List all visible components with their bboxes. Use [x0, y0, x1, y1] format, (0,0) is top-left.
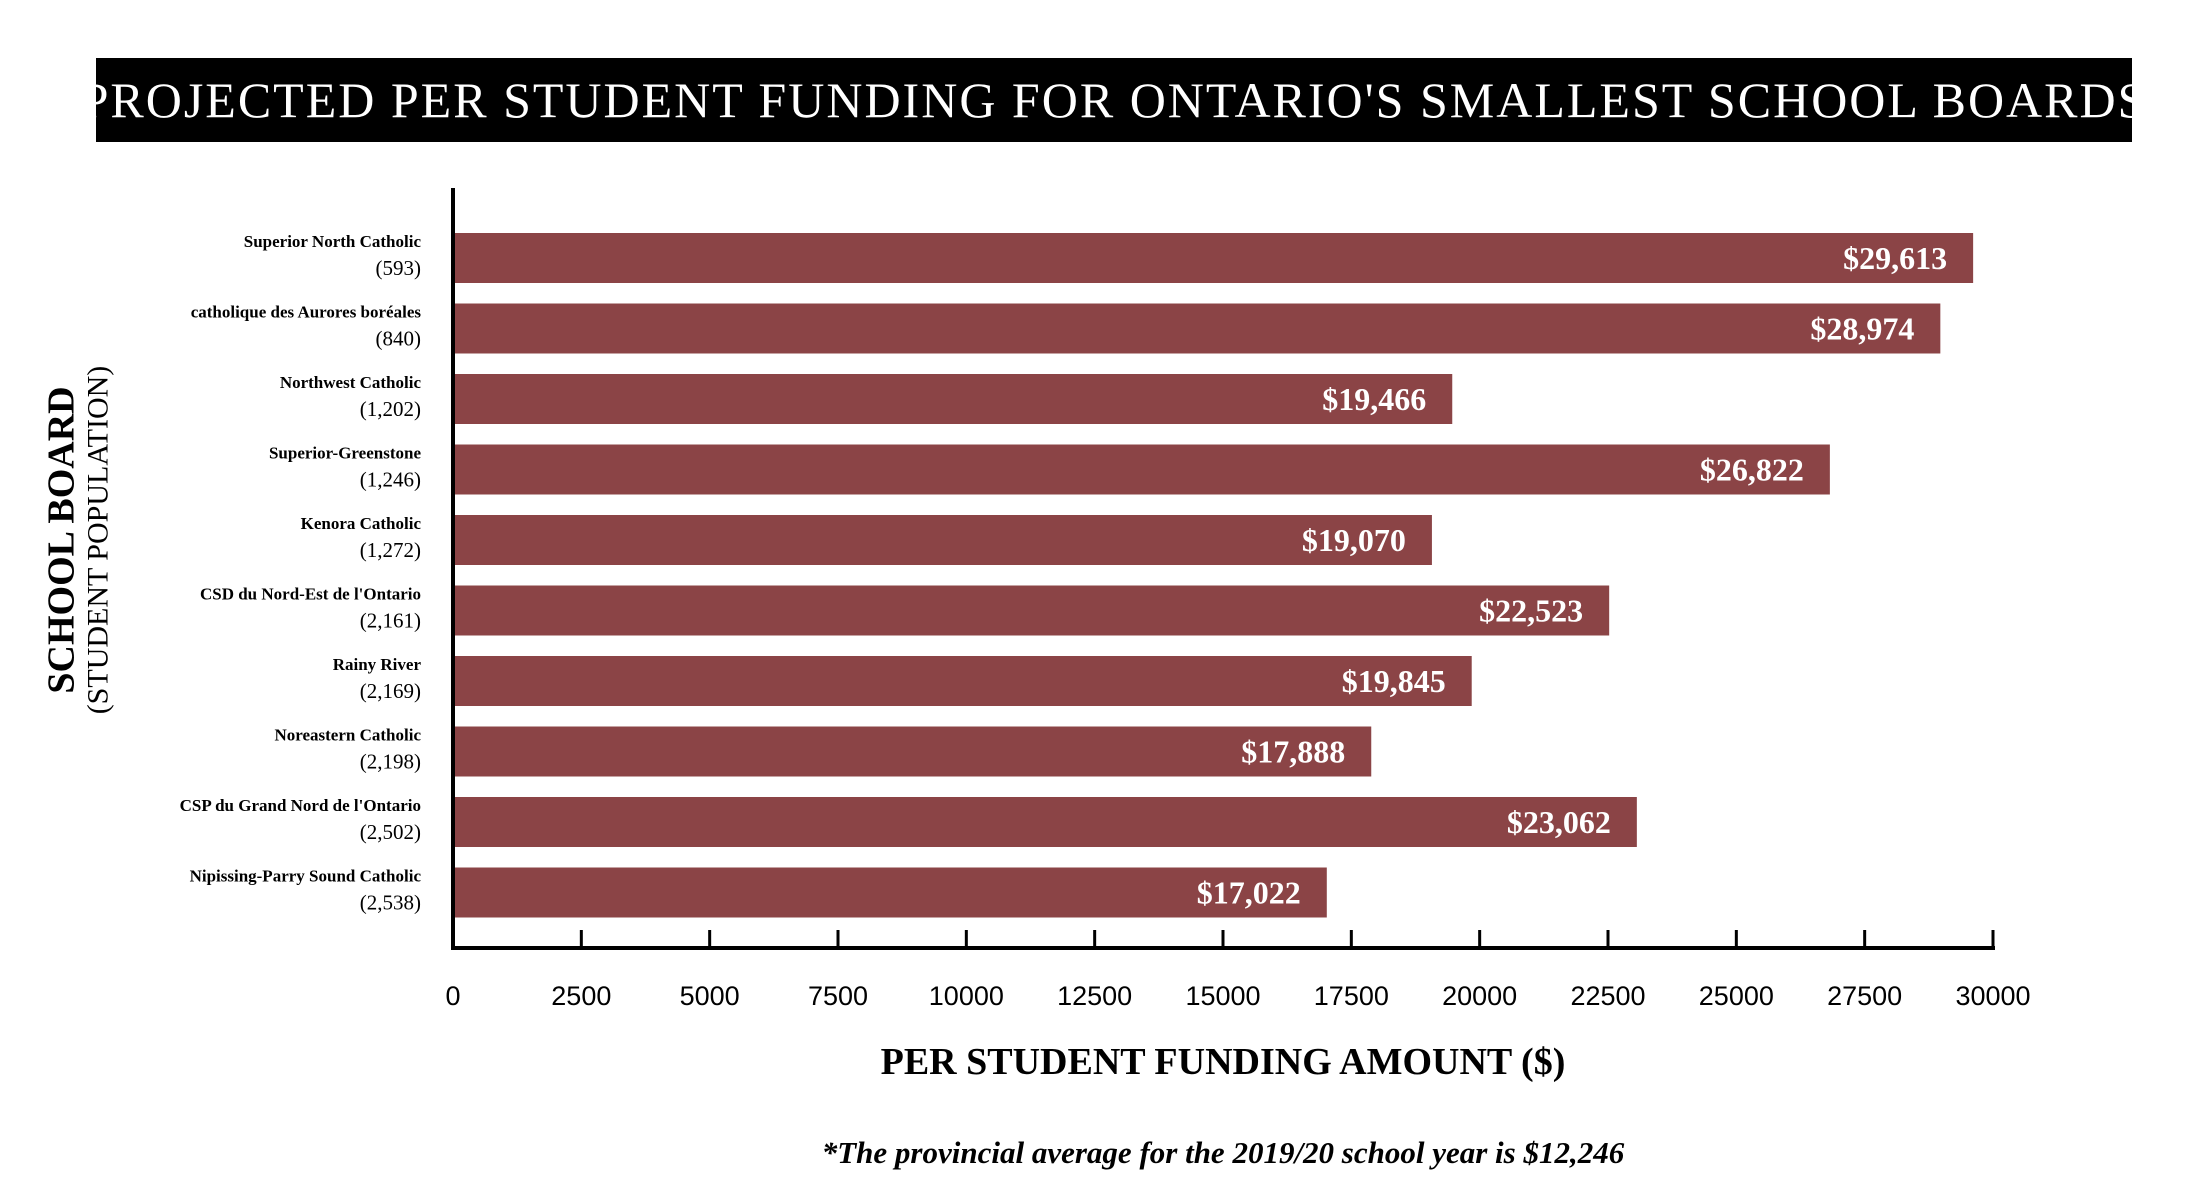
y-tick-label-name: Superior North Catholic	[244, 232, 422, 251]
y-tick-label-population: (840)	[376, 327, 422, 351]
x-tick-label: 7500	[808, 981, 868, 1011]
bar	[453, 656, 1472, 706]
y-tick-label-name: CSP du Grand Nord de l'Ontario	[180, 796, 421, 815]
y-tick-label-population: (2,502)	[360, 820, 421, 844]
y-tick-label-name: CSD du Nord-Est de l'Ontario	[200, 585, 421, 604]
y-tick-label-population: (2,538)	[360, 891, 421, 915]
x-tick-label: 10000	[929, 981, 1004, 1011]
bar-value-label: $26,822	[1700, 452, 1804, 488]
bar-value-label: $22,523	[1479, 593, 1583, 629]
x-tick-label: 20000	[1442, 981, 1517, 1011]
y-tick-label-population: (593)	[376, 256, 422, 280]
y-tick-label-population: (1,272)	[360, 538, 421, 562]
y-tick-label-name: catholique des Aurores boréales	[191, 303, 422, 322]
y-tick-label-name: Kenora Catholic	[301, 514, 422, 533]
bar-value-label: $17,022	[1197, 875, 1301, 911]
bar	[453, 585, 1610, 636]
y-tick-label-name: Nipissing-Parry Sound Catholic	[190, 867, 422, 886]
y-tick-label-population: (1,202)	[360, 397, 421, 421]
bar	[453, 726, 1372, 777]
x-tick-label: 2500	[551, 981, 611, 1011]
bar	[453, 303, 1941, 354]
y-tick-label-population: (2,198)	[360, 750, 421, 774]
y-tick-label-population: (2,161)	[360, 609, 421, 633]
y-tick-label-name: Rainy River	[333, 655, 422, 674]
x-tick-label: 22500	[1570, 981, 1645, 1011]
footnote: *The provincial average for the 2019/20 …	[821, 1135, 1625, 1170]
bar-value-label: $17,888	[1241, 734, 1345, 770]
x-tick-label: 27500	[1827, 981, 1902, 1011]
bar-value-label: $19,845	[1342, 663, 1446, 699]
x-tick-label: 30000	[1955, 981, 2030, 1011]
y-tick-label-population: (1,246)	[360, 468, 421, 492]
y-tick-label-name: Superior-Greenstone	[269, 444, 421, 463]
chart-title: PROJECTED PER STUDENT FUNDING FOR ONTARI…	[80, 72, 2148, 128]
x-tick-label: 0	[445, 981, 460, 1011]
x-tick-label: 5000	[680, 981, 740, 1011]
x-tick-label: 12500	[1057, 981, 1132, 1011]
y-tick-label-name: Noreastern Catholic	[274, 726, 421, 745]
bar	[453, 797, 1637, 847]
bar-value-label: $28,974	[1810, 311, 1914, 347]
x-tick-label: 15000	[1185, 981, 1260, 1011]
bar-value-label: $19,466	[1322, 381, 1426, 417]
x-axis-title: PER STUDENT FUNDING AMOUNT ($)	[880, 1041, 1566, 1083]
x-tick-label: 17500	[1314, 981, 1389, 1011]
bar-value-label: $23,062	[1507, 804, 1611, 840]
x-tick-label: 25000	[1699, 981, 1774, 1011]
bar	[453, 233, 1974, 283]
title-banner: PROJECTED PER STUDENT FUNDING FOR ONTARI…	[81, 58, 2145, 142]
y-tick-label-name: Northwest Catholic	[280, 373, 422, 392]
y-tick-label-population: (2,169)	[360, 679, 421, 703]
bar	[453, 374, 1453, 424]
bar-value-label: $29,613	[1843, 240, 1947, 276]
bar-value-label: $19,070	[1302, 522, 1406, 558]
bar	[453, 444, 1830, 495]
bar	[453, 515, 1432, 565]
bar	[453, 867, 1327, 918]
